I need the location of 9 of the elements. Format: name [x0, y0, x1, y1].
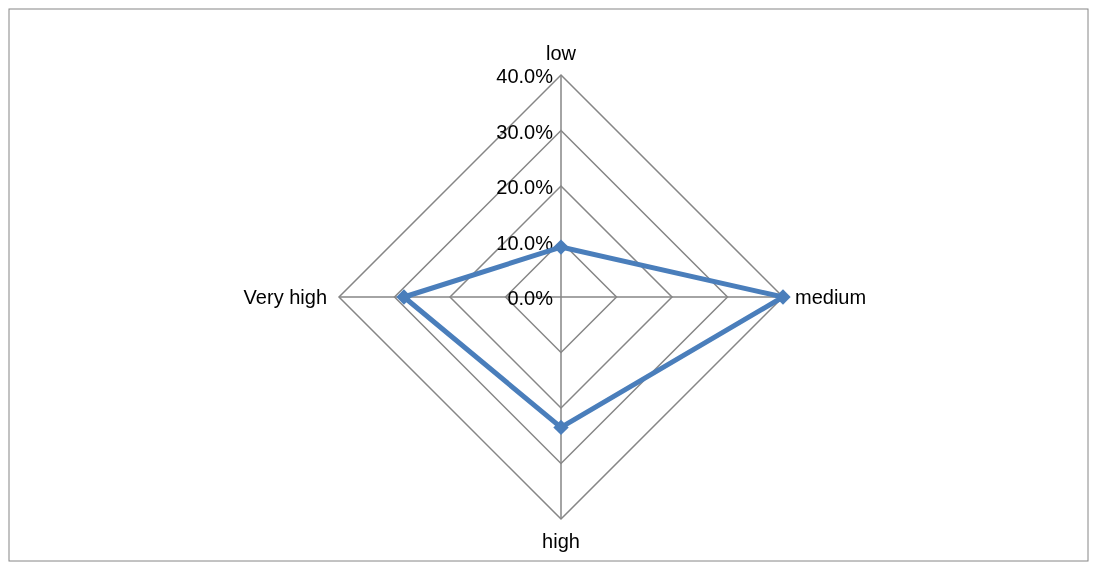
spoke-label: high [542, 530, 580, 552]
y-tick-label: 10.0% [496, 231, 554, 254]
y-tick-label: 0.0% [507, 287, 554, 309]
spoke-label: Very high [243, 286, 327, 308]
spoke-label: low [545, 42, 577, 64]
spoke-label: medium [795, 286, 867, 308]
y-tick-label: 30.0% [496, 120, 554, 143]
y-tick-label: 40.0% [496, 65, 554, 87]
y-tick-label: 20.0% [496, 176, 554, 198]
